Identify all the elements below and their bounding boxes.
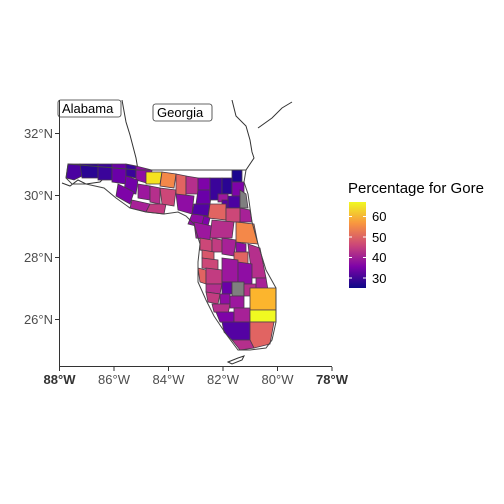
county-hamilton <box>197 177 211 191</box>
legend-tick-label: 40 <box>372 250 386 265</box>
legend-title: Percentage for Gore <box>348 180 484 197</box>
county-clay <box>227 195 241 209</box>
county-jefferson <box>175 173 187 197</box>
y-tick-label: 28°N <box>24 250 53 265</box>
x-tick-label: 80°W <box>262 372 295 387</box>
county-monroe <box>231 339 255 351</box>
x-tick-label: 82°W <box>207 372 240 387</box>
county-pinellas <box>197 267 207 285</box>
county-leon <box>159 171 177 189</box>
county-palm-beach <box>249 287 277 311</box>
y-axis-ticks: 26°N 28°N 30°N 32°N <box>24 126 59 327</box>
georgia-south-carolina-border <box>231 100 255 171</box>
county-polk <box>221 257 239 283</box>
county-escambia <box>65 163 83 181</box>
x-tick-label: 78°W <box>316 372 349 387</box>
y-tick-label: 32°N <box>24 126 53 141</box>
label-alabama-box <box>57 99 122 118</box>
x-tick-label: 88°W <box>44 372 77 387</box>
map-layer <box>61 100 293 365</box>
county-broward <box>249 309 277 323</box>
county-wakulla <box>159 187 177 207</box>
x-axis-ticks: 88°W 86°W 84°W 82°W 80°W 78°W <box>44 367 349 387</box>
florida-outline <box>65 163 277 351</box>
county-madison <box>185 175 199 195</box>
florida-counties <box>65 163 277 351</box>
county-nassau <box>231 169 243 183</box>
legend-tick-label: 60 <box>372 209 386 224</box>
county-taylor <box>175 193 195 215</box>
x-tick-label: 86°W <box>98 372 131 387</box>
county-sumter <box>211 237 223 253</box>
county-alachua <box>207 203 227 221</box>
legend-tick-label: 30 <box>372 271 386 286</box>
alabama-georgia-border <box>121 100 139 171</box>
county-hillsborough <box>205 267 223 285</box>
county-bay <box>115 183 135 205</box>
county-marion <box>209 219 235 239</box>
label-alabama-text: Alabama <box>62 101 114 116</box>
legend-tick-marks <box>349 216 366 279</box>
legend-colorbar <box>349 202 366 288</box>
state-borders <box>61 100 293 187</box>
label-georgia: Georgia <box>152 103 213 122</box>
legend-tick-label: 50 <box>372 230 386 245</box>
georgia-carolina-coast <box>257 101 293 129</box>
county-sarasota <box>205 291 221 305</box>
county-holmes <box>125 163 137 179</box>
county-desoto <box>219 293 231 305</box>
county-hendry <box>233 307 251 323</box>
axes <box>59 100 332 367</box>
county-highlands <box>231 281 245 297</box>
county-miami-dade <box>249 321 275 349</box>
county-osceola <box>237 261 253 285</box>
label-alabama: Alabama <box>57 99 122 118</box>
county-liberty <box>149 185 161 205</box>
county-seminole <box>235 241 247 253</box>
county-collier <box>221 321 251 341</box>
label-georgia-text: Georgia <box>157 105 204 120</box>
county-glades <box>229 295 245 309</box>
alabama-coast <box>61 177 105 187</box>
x-tick-label: 84°W <box>153 372 186 387</box>
legend: Percentage for Gore 30 40 50 60 <box>348 180 484 288</box>
keys-island <box>226 355 245 365</box>
county-hardee <box>221 281 233 295</box>
county-baker <box>221 177 233 195</box>
y-tick-label: 26°N <box>24 312 53 327</box>
county-walton <box>111 163 127 185</box>
county-gadsden <box>145 171 163 185</box>
county-st-johns <box>239 189 249 209</box>
county-levy <box>193 221 213 241</box>
y-tick-label: 30°N <box>24 188 53 203</box>
county-calhoun <box>137 183 151 201</box>
label-georgia-box <box>152 103 213 122</box>
